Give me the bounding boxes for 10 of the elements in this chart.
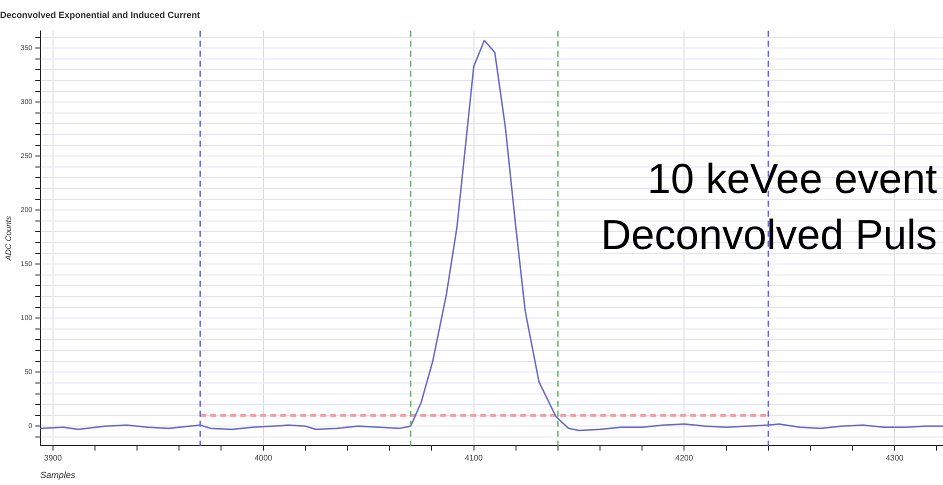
- x-tick-label: 3900: [44, 454, 62, 463]
- x-tick-label: 4000: [254, 454, 273, 463]
- y-axis-title: ADC Counts: [4, 216, 14, 262]
- x-axis-title: Samples: [40, 470, 76, 480]
- x-tick-label: 4200: [675, 454, 694, 463]
- annotation: 10 keVee event: [647, 155, 938, 202]
- chart-title: Deconvolved Exponential and Induced Current: [0, 10, 200, 20]
- annotation: Deconvolved Puls: [600, 211, 937, 258]
- x-tick-label: 4300: [886, 454, 904, 463]
- x-tick-label: 4100: [464, 454, 484, 463]
